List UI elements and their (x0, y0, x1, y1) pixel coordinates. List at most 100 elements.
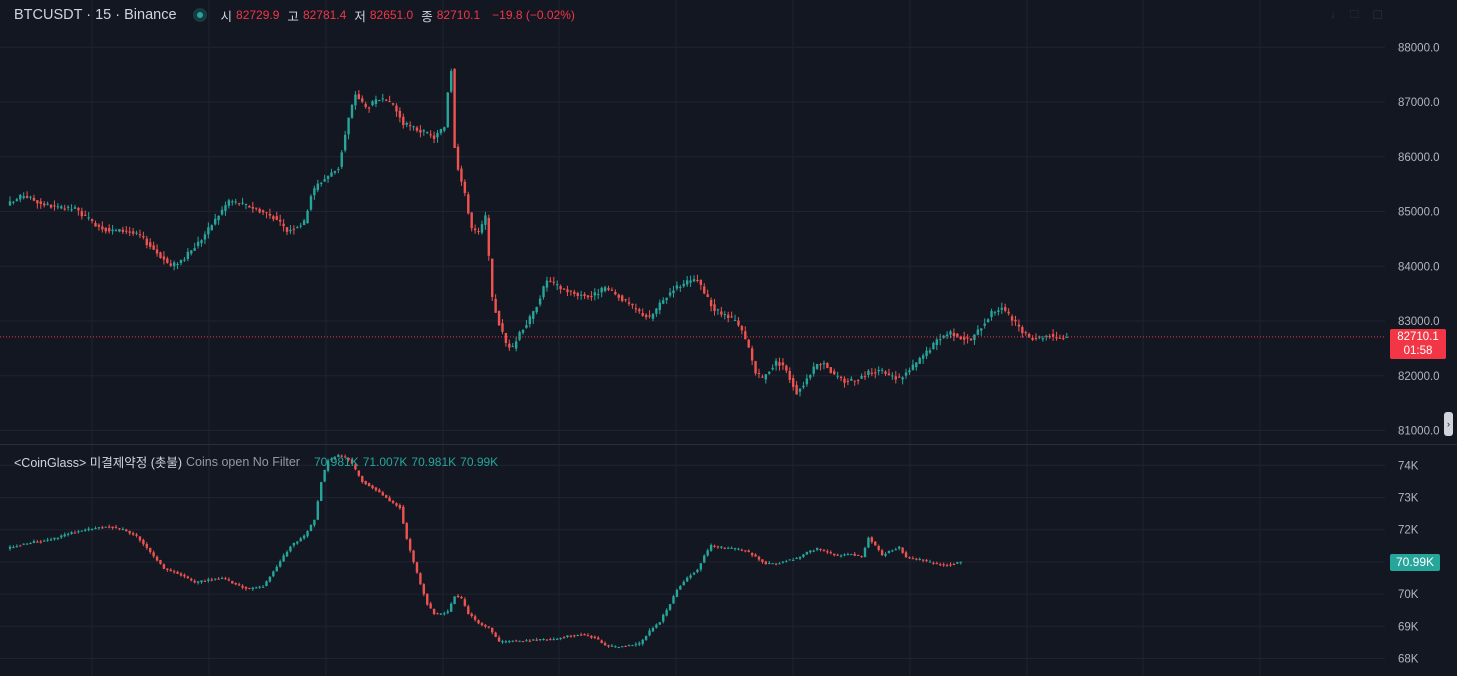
indicator-name: <CoinGlass> 미결제약정 (촛불) (14, 456, 183, 470)
candle-body-1 (234, 582, 237, 585)
symbol-title[interactable]: BTCUSDT · 15 · Binance (14, 7, 177, 23)
candle-body-1 (638, 643, 641, 645)
candle-body-0 (374, 99, 378, 104)
candle-body-0 (1014, 319, 1017, 322)
candle-body-1 (84, 529, 87, 531)
candle-body-1 (867, 537, 870, 548)
candle-body-0 (727, 314, 730, 318)
candle-body-1 (518, 640, 521, 642)
candle-body-1 (665, 610, 668, 616)
candle-body-1 (128, 531, 131, 534)
candle-body-0 (272, 216, 275, 220)
maximize-icon[interactable]: ◻ (1372, 6, 1383, 21)
candle-body-1 (720, 546, 723, 548)
last-price-value: 82710.1 (1397, 331, 1439, 343)
candle-body-0 (737, 320, 740, 326)
candle-body-1 (874, 541, 877, 546)
candle-body-1 (152, 552, 155, 557)
candle-body-0 (214, 218, 217, 225)
candle-body-0 (268, 213, 272, 216)
candle-body-0 (73, 207, 77, 209)
indicator-legend[interactable]: <CoinGlass> 미결제약정 (촛불) Coins open No Fil… (14, 452, 498, 471)
candle-body-1 (853, 553, 856, 556)
candle-body-0 (863, 376, 867, 378)
candle-body-1 (747, 550, 750, 552)
candle-body-0 (730, 316, 733, 318)
candle-body-1 (131, 533, 135, 535)
candle-body-0 (203, 234, 207, 240)
candle-body-0 (949, 331, 952, 335)
candle-body-0 (549, 280, 552, 282)
candle-body-1 (504, 641, 508, 643)
candle-body-1 (107, 526, 111, 528)
collapse-icon[interactable]: □ (1350, 6, 1359, 21)
candle-body-1 (901, 547, 904, 553)
candle-body-0 (484, 215, 487, 225)
candle-body-1 (289, 546, 292, 552)
candle-body-0 (850, 378, 853, 381)
candle-body-0 (1010, 316, 1014, 321)
scroll-to-realtime-button[interactable]: › (1444, 412, 1453, 436)
candle-body-0 (812, 366, 815, 374)
candle-body-1 (19, 545, 22, 547)
move-down-icon[interactable]: ↓ (1329, 6, 1337, 21)
candle-body-0 (884, 371, 887, 374)
candle-body-1 (15, 546, 19, 548)
candle-body-1 (579, 634, 583, 636)
candle-body-1 (744, 550, 747, 552)
candle-body-1 (545, 639, 549, 641)
change-value: −19.8 (−0.02%) (492, 8, 575, 22)
candle-body-1 (935, 563, 939, 565)
candle-body-1 (768, 562, 771, 564)
candle-body-1 (193, 580, 196, 583)
candle-body-1 (894, 549, 897, 551)
candle-body-0 (716, 309, 720, 311)
last-oi-label: 70.99K (1390, 554, 1440, 571)
candle-body-0 (261, 210, 265, 213)
candle-body-1 (932, 562, 935, 564)
candle-body-1 (248, 587, 251, 589)
candle-body-0 (638, 309, 641, 312)
candle-body-0 (248, 206, 251, 208)
candle-body-0 (764, 374, 768, 380)
candle-body-1 (36, 541, 39, 543)
candle-body-0 (244, 203, 248, 205)
candle-body-1 (559, 637, 562, 639)
candle-body-0 (354, 94, 357, 106)
close-value: 82710.1 (436, 8, 481, 22)
candle-body-1 (449, 603, 453, 612)
candle-body-1 (364, 481, 367, 485)
candle-body-1 (333, 457, 337, 459)
candle-body-1 (73, 532, 77, 534)
candle-body-0 (138, 234, 142, 236)
candle-body-1 (843, 554, 846, 556)
candle-body-0 (491, 258, 494, 297)
y-tick-label-0-3: 84000.0 (1398, 261, 1440, 273)
candle-body-0 (562, 288, 566, 290)
candle-body-1 (644, 635, 648, 640)
candle-body-0 (532, 311, 535, 319)
candle-body-0 (408, 125, 412, 127)
candle-body-1 (525, 640, 528, 642)
candle-body-1 (419, 573, 422, 585)
candle-body-0 (1045, 335, 1048, 337)
indicator-high: 71.007K (362, 454, 408, 469)
candle-body-1 (491, 627, 494, 633)
candle-body-1 (237, 584, 241, 586)
open-label: 시 (220, 9, 233, 24)
candle-body-0 (559, 286, 562, 290)
candle-body-0 (378, 100, 381, 102)
high-label: 고 (287, 9, 299, 24)
candle-body-0 (463, 181, 467, 194)
indicator-low: 70.981K (411, 454, 457, 469)
candle-body-0 (590, 295, 593, 298)
candle-body-0 (508, 343, 511, 348)
candle-body-0 (145, 238, 148, 246)
candle-body-0 (651, 313, 655, 319)
candle-body-1 (402, 506, 405, 524)
candle-body-0 (983, 323, 986, 326)
candle-body-0 (207, 227, 210, 235)
candle-body-0 (104, 227, 107, 232)
candle-body-1 (607, 645, 610, 647)
